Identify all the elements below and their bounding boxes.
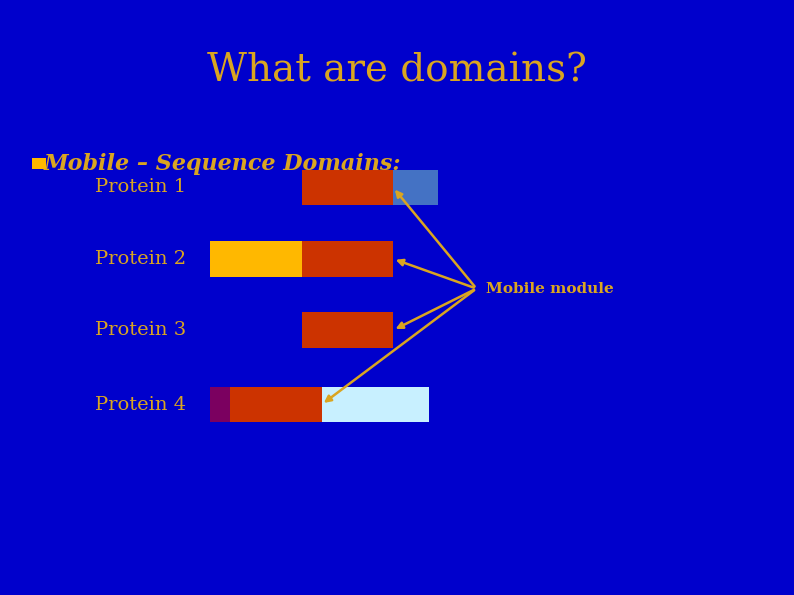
Text: Mobile – Sequence Domains:: Mobile – Sequence Domains: xyxy=(44,153,401,174)
Text: Mobile module: Mobile module xyxy=(486,281,614,296)
Text: Protein 3: Protein 3 xyxy=(95,321,187,339)
Text: Protein 1: Protein 1 xyxy=(95,178,187,196)
Bar xyxy=(302,312,393,348)
Bar xyxy=(210,387,230,422)
Text: What are domains?: What are domains? xyxy=(207,53,587,90)
Bar xyxy=(322,387,429,422)
Text: Protein 2: Protein 2 xyxy=(95,250,187,268)
Text: Protein 4: Protein 4 xyxy=(95,396,187,414)
Bar xyxy=(210,241,302,277)
Bar xyxy=(302,241,393,277)
Bar xyxy=(230,387,322,422)
Bar xyxy=(302,170,393,205)
Bar xyxy=(393,170,438,205)
Bar xyxy=(32,158,46,169)
